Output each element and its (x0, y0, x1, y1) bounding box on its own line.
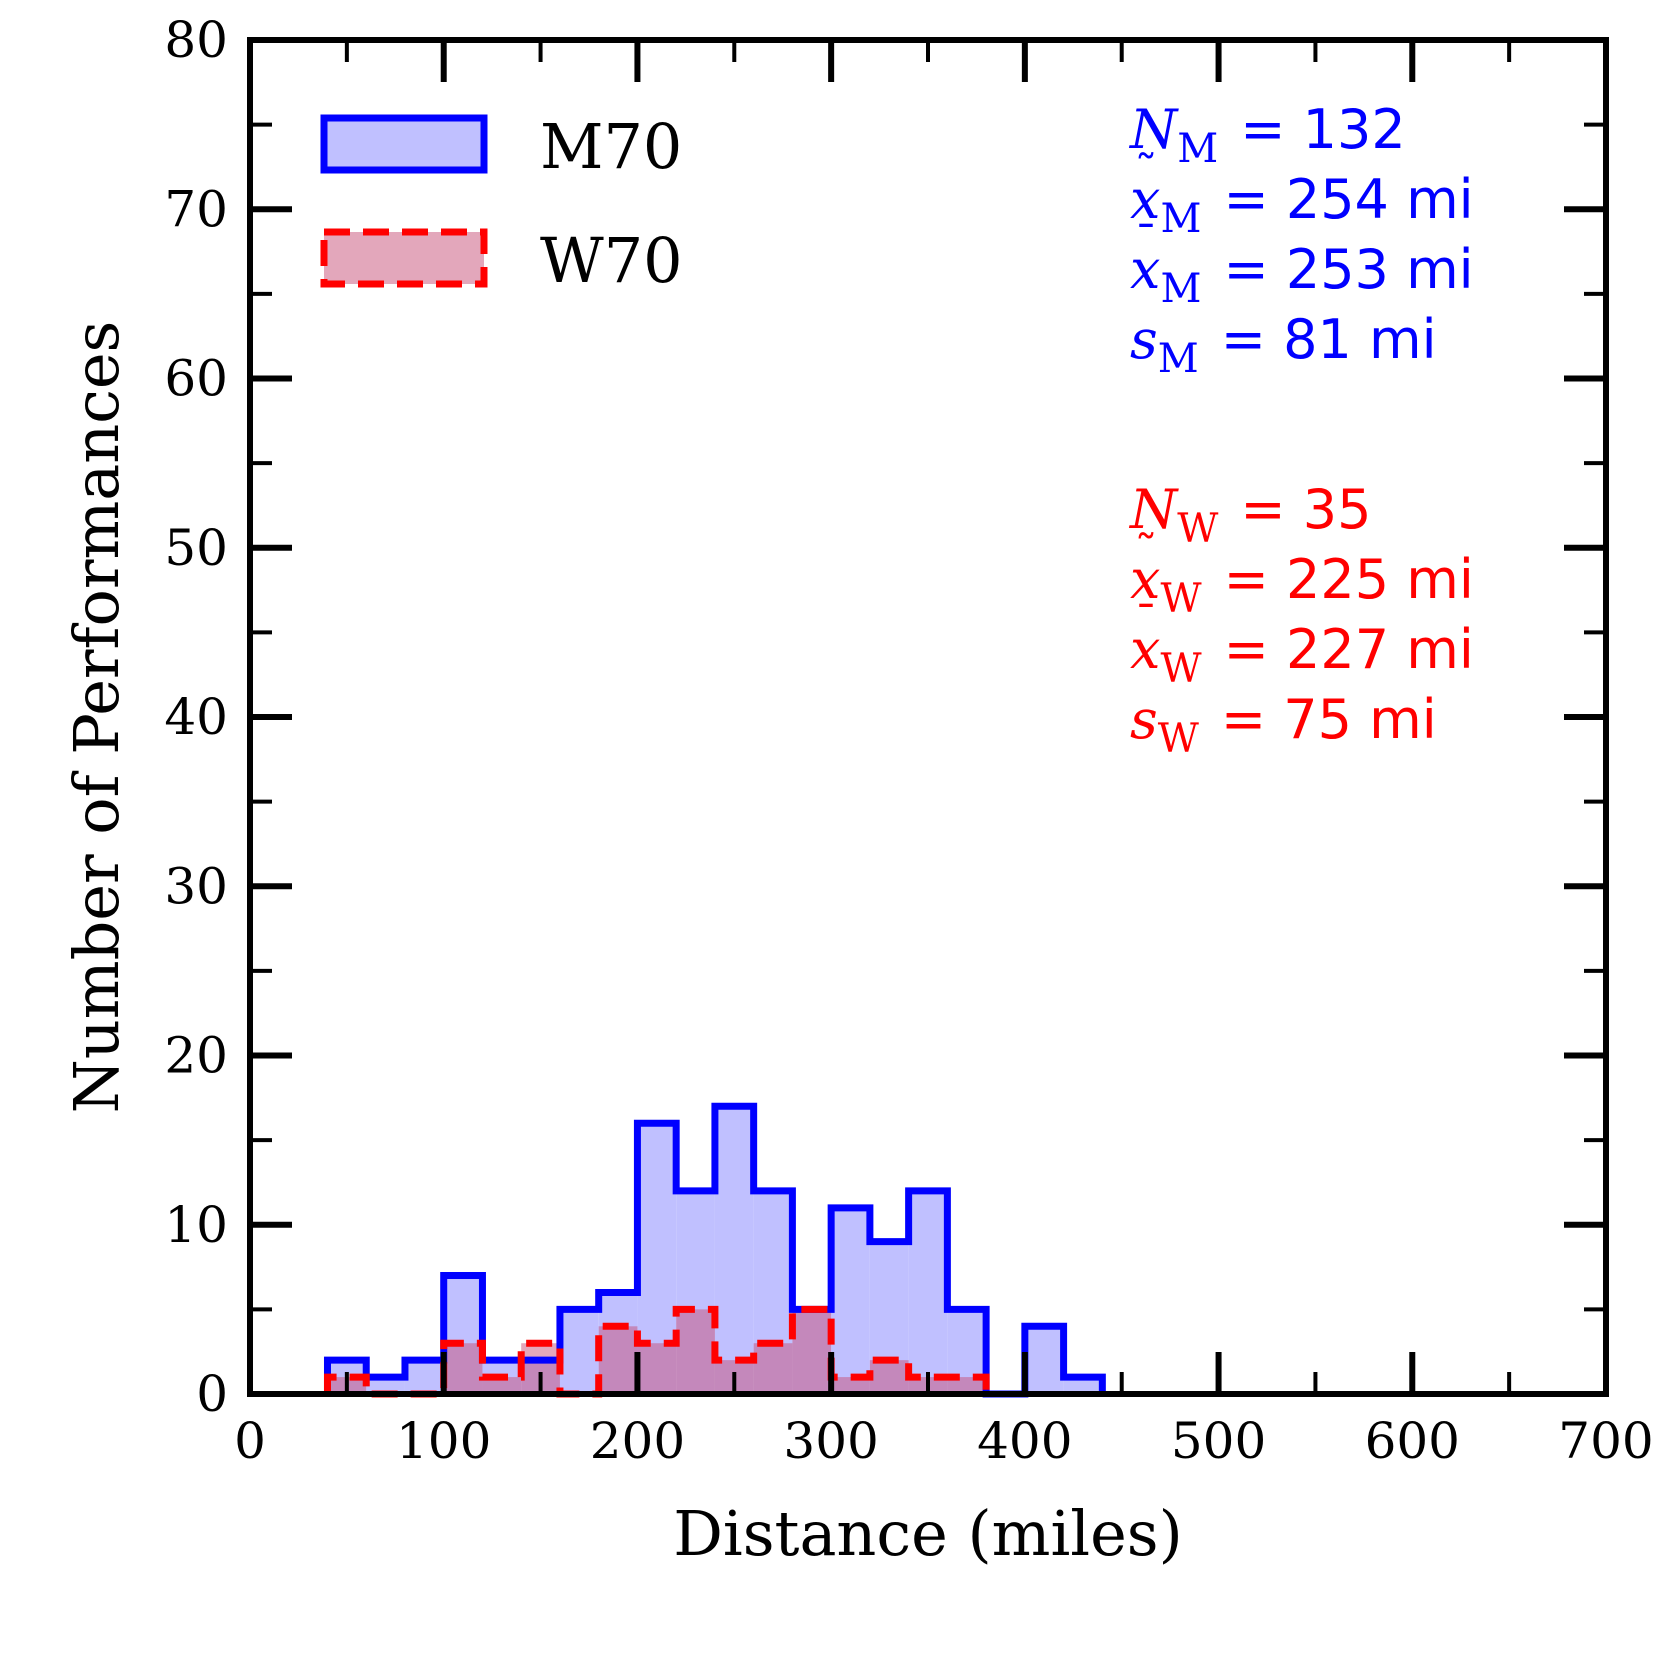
stat-symbol: x (1130, 618, 1160, 681)
stat-subscript: M (1160, 196, 1201, 242)
stat-symbol: N (1128, 478, 1179, 541)
y-tick-label: 70 (164, 180, 228, 238)
y-tick-label: 10 (164, 1196, 228, 1254)
bar-w70 (676, 1309, 715, 1394)
bar-m70 (714, 1106, 754, 1394)
stat-men-1: xM = 254 mi (1130, 168, 1474, 242)
bar-m70 (831, 1207, 870, 1394)
stat-accent: ¯ (1135, 595, 1158, 649)
y-axis-label: Number of Performances (60, 321, 133, 1114)
stat-value: = 132 (1240, 98, 1405, 161)
stat-subscript: W (1160, 576, 1201, 622)
bar-w70 (598, 1326, 638, 1394)
y-tick-label: 20 (164, 1027, 228, 1085)
plot-frame (247, 37, 1609, 1397)
stat-value: = 75 mi (1221, 688, 1437, 751)
stat-subscript: M (1177, 126, 1218, 172)
bar-w70 (792, 1309, 832, 1394)
legend-label-w70: W70 (540, 224, 683, 297)
stat-women-0: NW = 35 (1128, 478, 1372, 552)
legend-label-m70: M70 (540, 110, 682, 183)
x-tick-label: 400 (977, 1412, 1072, 1470)
stat-symbol: N (1128, 98, 1179, 161)
y-tick-label: 50 (164, 519, 228, 577)
x-tick-label: 300 (783, 1412, 878, 1470)
stat-accent: ˜ (1135, 145, 1158, 199)
x-axis-label: Distance (miles) (673, 1497, 1183, 1570)
stat-value: = 35 (1240, 478, 1371, 541)
bar-w70 (482, 1377, 522, 1394)
stat-value: = 225 mi (1224, 548, 1474, 611)
x-tick-label: 0 (234, 1412, 266, 1470)
bar-w70 (947, 1377, 987, 1394)
x-tick-label: 100 (396, 1412, 491, 1470)
y-tick-label: 40 (164, 688, 228, 746)
stat-value: = 227 mi (1224, 618, 1474, 681)
stat-subscript: W (1158, 716, 1199, 762)
stat-men-0: NM = 132 (1128, 98, 1406, 172)
stat-symbol: s (1130, 688, 1158, 751)
bar-m70 (1024, 1326, 1064, 1394)
stat-women-1: xW = 225 mi (1130, 548, 1474, 622)
tick-labels: 0 100 200 300 400 500 600 700 0 10 20 30 40 50 60 70 80 (164, 11, 1653, 1470)
stat-men-2: xM = 253 mi (1130, 238, 1474, 312)
stat-symbol: x (1130, 168, 1160, 231)
bar-w70 (637, 1343, 677, 1394)
x-tick-label: 700 (1558, 1412, 1653, 1470)
stat-value: = 254 mi (1223, 168, 1473, 231)
x-tick-label: 500 (1171, 1412, 1266, 1470)
stat-subscript: W (1177, 506, 1218, 552)
bar-w70 (753, 1343, 793, 1394)
stat-value: = 253 mi (1223, 238, 1473, 301)
x-tick-label: 600 (1365, 1412, 1460, 1470)
bar-m70 (1063, 1377, 1103, 1394)
stat-men-3: sM = 81 mi (1130, 308, 1437, 382)
bar-m70 (404, 1360, 444, 1394)
stat-symbol: x (1130, 238, 1160, 301)
bar-w70 (831, 1377, 870, 1394)
stat-accent: ˜ (1135, 525, 1158, 579)
stat-symbol: s (1130, 308, 1158, 371)
legend-swatch-w70 (320, 228, 488, 288)
stat-women-2: xW = 227 mi (1130, 618, 1474, 692)
bar-m70 (908, 1190, 948, 1394)
stat-value: = 81 mi (1221, 308, 1437, 371)
stat-subscript: M (1158, 336, 1199, 382)
legend: M70 W70 (320, 110, 683, 297)
bar-m70 (366, 1377, 405, 1394)
bar-m70 (559, 1309, 599, 1394)
bar-w70 (869, 1360, 909, 1394)
bar-w70 (443, 1343, 483, 1394)
y-tick-label: 30 (164, 857, 228, 915)
y-tick-label: 80 (164, 11, 228, 69)
y-tick-label: 0 (196, 1365, 228, 1423)
y-tick-label: 60 (164, 350, 228, 408)
x-tick-label: 200 (590, 1412, 685, 1470)
stat-subscript: W (1160, 646, 1201, 692)
stat-women-3: sW = 75 mi (1130, 688, 1437, 762)
stat-accent: ¯ (1135, 215, 1158, 269)
outline-m70 (323, 1102, 1106, 1398)
stat-symbol: x (1130, 548, 1160, 611)
legend-swatch-m70 (320, 114, 488, 174)
stat-subscript: M (1160, 266, 1201, 312)
